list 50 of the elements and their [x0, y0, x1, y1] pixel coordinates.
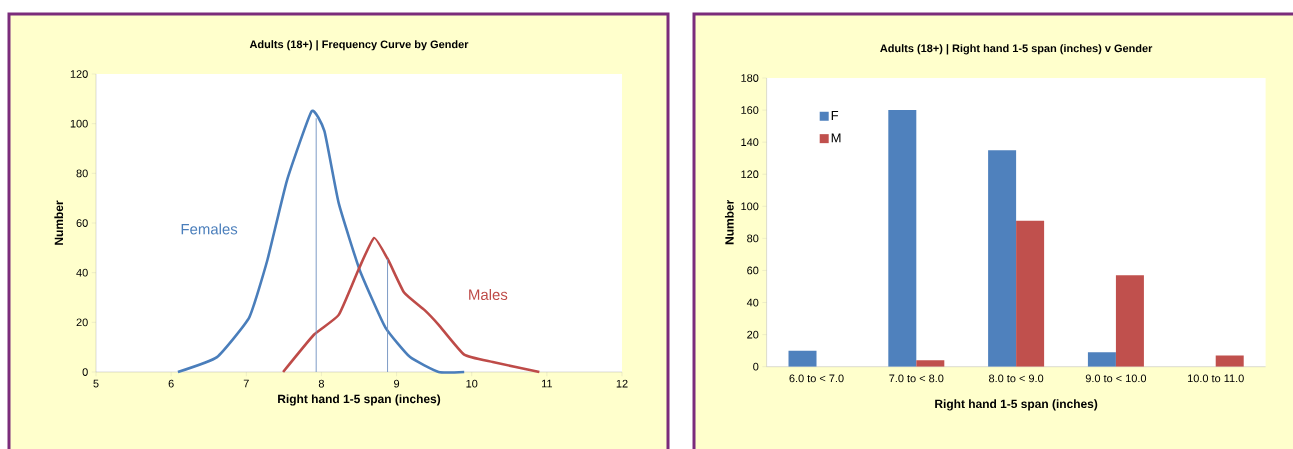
bar [1215, 355, 1244, 367]
y-tick-label: 60 [76, 219, 88, 227]
legend-label: M [831, 133, 841, 143]
bar [788, 350, 817, 367]
bar [1016, 220, 1045, 367]
x-tick-label: 9.0 to < 10.0 [1085, 374, 1147, 383]
legend-label: F [831, 111, 839, 120]
y-tick-label: 100 [741, 202, 759, 211]
x-tick-label: 6 [168, 379, 174, 388]
y-tick-label: 20 [747, 330, 759, 339]
y-tick-label: 120 [70, 70, 88, 78]
line-series [176, 109, 466, 374]
chart-title: Adults (18+) | Right hand 1-5 span (inches) v Gender [880, 44, 1153, 55]
bar [1115, 275, 1144, 367]
y-tick-label: 20 [76, 318, 88, 327]
x-tick-label: 6.0 to < 7.0 [789, 374, 844, 383]
x-tick-label: 7.0 to < 8.0 [889, 374, 944, 383]
y-tick-label: 160 [741, 106, 759, 114]
bar [916, 360, 945, 367]
y-tick-label: 140 [741, 138, 759, 147]
y-tick-label: 120 [741, 170, 759, 179]
x-tick-label: 9 [394, 379, 400, 388]
x-tick-label: 11 [542, 379, 553, 388]
bar [988, 150, 1017, 367]
bar [888, 110, 917, 367]
x-axis-title: Right hand 1-5 span (inches) [935, 399, 1098, 411]
y-tick-label: 40 [76, 268, 88, 277]
x-tick-label: 10.0 to 11.0 [1188, 374, 1244, 383]
y-tick-label: 40 [746, 298, 759, 307]
y-tick-label: 180 [741, 74, 759, 82]
y-tick-label: 0 [82, 368, 88, 376]
bar [1087, 352, 1116, 367]
text: Males [469, 289, 508, 300]
y-tick-label: 60 [747, 266, 759, 275]
y-tick-label: 100 [70, 119, 88, 128]
x-tick-label: 8.0 to < 9.0 [989, 374, 1044, 383]
y-axis-title: Number [54, 200, 64, 245]
x-tick-label: 12 [616, 379, 628, 388]
x-tick-label: 5 [93, 379, 99, 388]
x-tick-label: 8 [318, 379, 324, 388]
y-tick-label: 80 [76, 169, 88, 178]
text: Females [181, 223, 238, 235]
y-tick-label: 80 [747, 234, 759, 243]
line-series [281, 236, 541, 374]
x-tick-label: 7 [243, 379, 249, 388]
chart-title: Adults (18+) | Frequency Curve by Gender [249, 40, 469, 51]
y-tick-label: 0 [753, 362, 759, 371]
y-axis-title: Number [724, 199, 734, 245]
x-axis-title: Right hand 1-5 span (inches) [278, 394, 441, 406]
x-tick-label: 10 [466, 379, 478, 388]
